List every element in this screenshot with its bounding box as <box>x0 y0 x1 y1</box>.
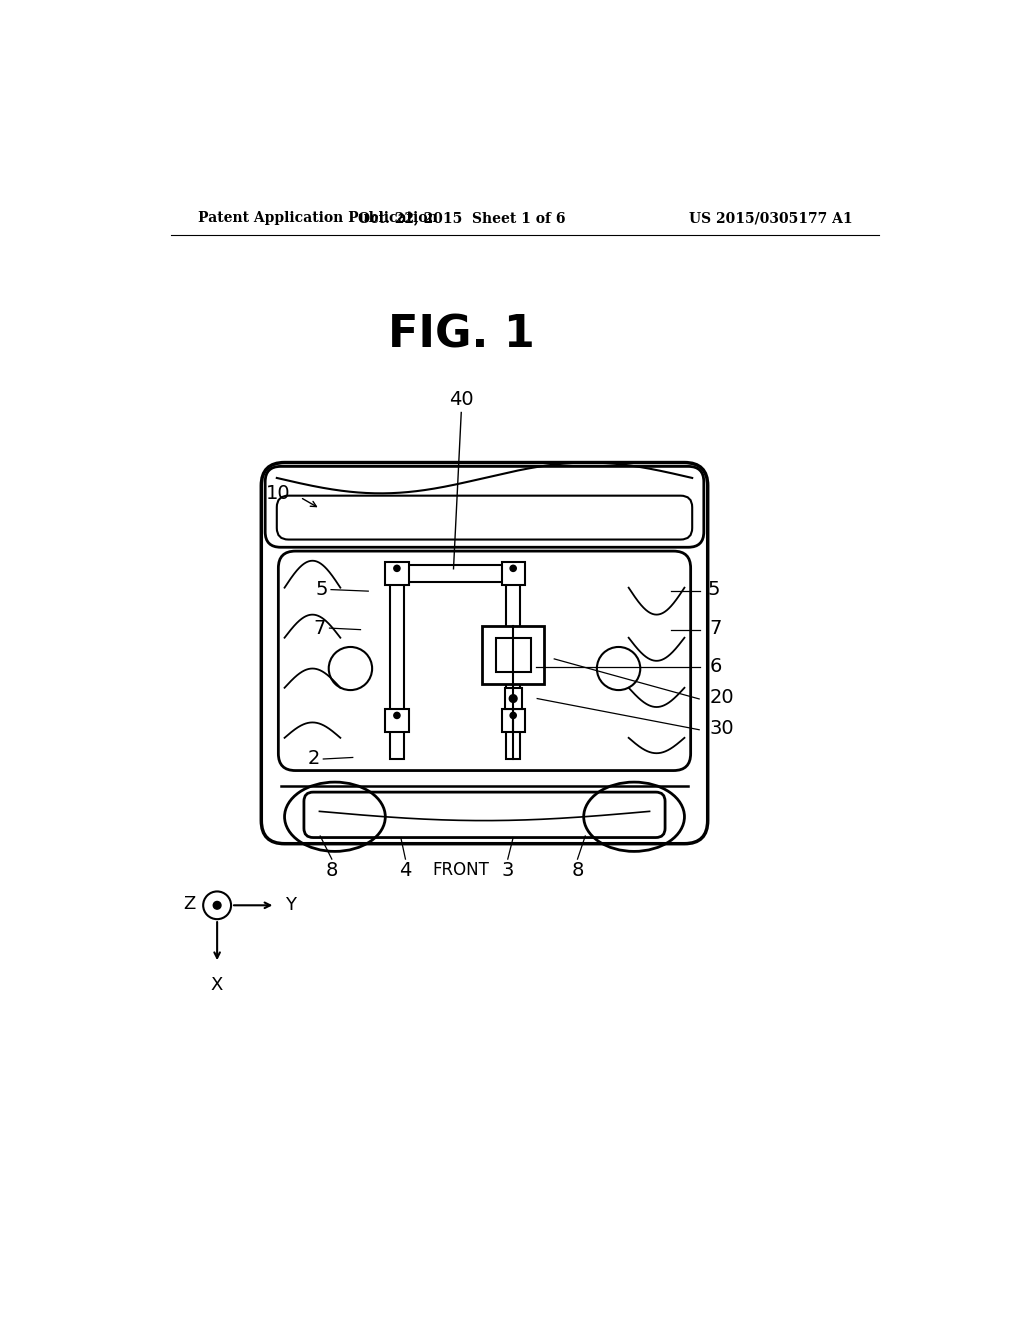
Text: 2: 2 <box>308 750 321 768</box>
Bar <box>482 626 544 684</box>
FancyBboxPatch shape <box>276 496 692 540</box>
Text: 5: 5 <box>708 579 720 599</box>
Bar <box>390 565 520 582</box>
Text: US 2015/0305177 A1: US 2015/0305177 A1 <box>689 211 853 226</box>
FancyBboxPatch shape <box>304 792 665 837</box>
Text: Oct. 22, 2015  Sheet 1 of 6: Oct. 22, 2015 Sheet 1 of 6 <box>357 211 565 226</box>
Circle shape <box>510 565 516 572</box>
Text: 8: 8 <box>326 861 338 879</box>
Circle shape <box>203 891 231 919</box>
Circle shape <box>213 902 221 909</box>
FancyBboxPatch shape <box>265 466 703 548</box>
Text: Z: Z <box>183 895 196 912</box>
Text: 3: 3 <box>502 861 514 879</box>
Text: 20: 20 <box>710 688 734 708</box>
Text: FRONT: FRONT <box>433 861 489 879</box>
Text: FIG. 1: FIG. 1 <box>388 314 535 356</box>
Bar <box>506 565 520 759</box>
Circle shape <box>510 713 516 718</box>
Bar <box>502 562 524 585</box>
FancyBboxPatch shape <box>279 552 690 771</box>
FancyBboxPatch shape <box>261 462 708 843</box>
Text: 7: 7 <box>710 619 722 638</box>
Text: 40: 40 <box>449 389 473 409</box>
Circle shape <box>394 713 400 718</box>
Bar <box>385 562 409 585</box>
Bar <box>390 565 403 759</box>
Text: X: X <box>211 977 223 994</box>
Text: 4: 4 <box>399 861 412 879</box>
Text: 30: 30 <box>710 718 734 738</box>
Bar <box>505 688 521 709</box>
Bar <box>385 709 409 733</box>
Text: 5: 5 <box>315 579 328 599</box>
Bar <box>496 638 530 672</box>
Text: 7: 7 <box>313 619 326 638</box>
Circle shape <box>509 694 517 702</box>
Text: Patent Application Publication: Patent Application Publication <box>198 211 437 226</box>
Text: 10: 10 <box>266 484 291 503</box>
Circle shape <box>394 565 400 572</box>
Text: 6: 6 <box>710 657 722 676</box>
Text: 8: 8 <box>571 861 584 879</box>
Bar <box>502 709 524 733</box>
Text: Y: Y <box>286 896 296 915</box>
